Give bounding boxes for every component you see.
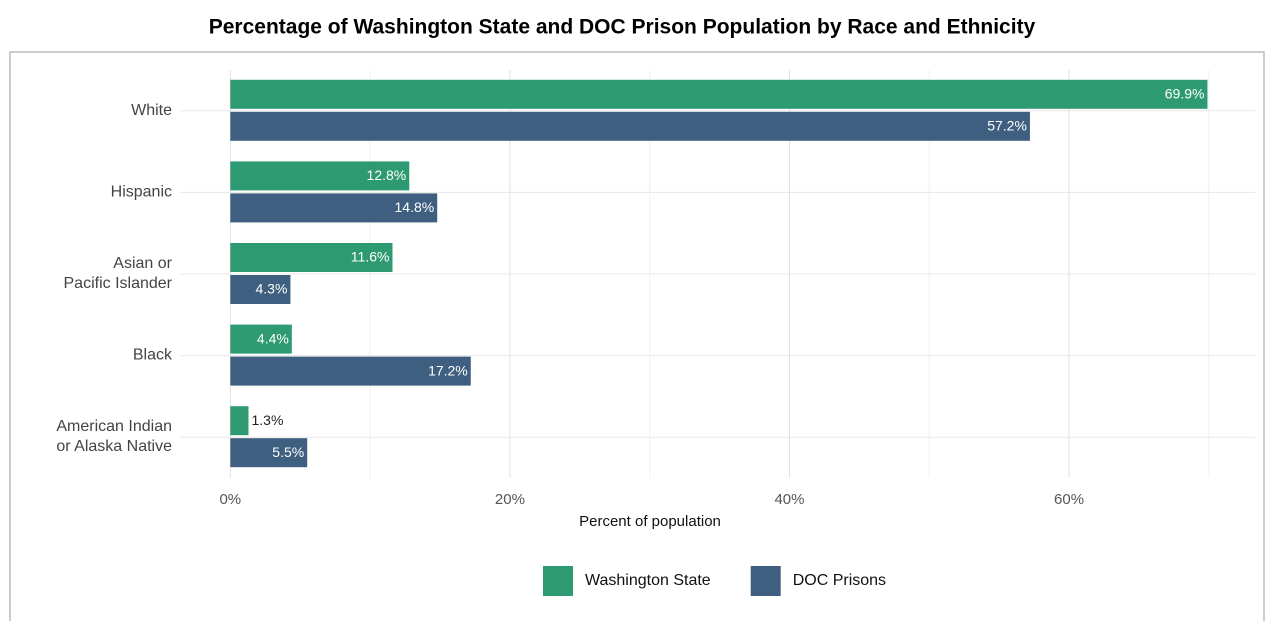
y-tick-label-line: Hispanic bbox=[111, 184, 172, 201]
data-label: 4.3% bbox=[256, 281, 288, 297]
bar bbox=[230, 79, 1208, 109]
data-label: 4.4% bbox=[257, 330, 289, 346]
y-tick-label: Black bbox=[133, 347, 173, 364]
data-label: 11.6% bbox=[351, 249, 390, 265]
bar bbox=[230, 243, 393, 272]
legend-swatch bbox=[750, 566, 781, 596]
y-tick-label-line: White bbox=[131, 102, 172, 119]
data-label: 14.8% bbox=[395, 199, 435, 215]
x-axis-title: Percent of population bbox=[579, 513, 721, 530]
data-label: 57.2% bbox=[987, 118, 1027, 134]
y-tick-label: White bbox=[131, 102, 172, 119]
y-tick-label-line: American Indian bbox=[56, 418, 172, 435]
data-label: 69.9% bbox=[1165, 86, 1205, 102]
legend-label: DOC Prisons bbox=[793, 572, 886, 589]
data-label: 5.5% bbox=[272, 444, 304, 460]
bar bbox=[230, 161, 410, 191]
data-label: 17.2% bbox=[428, 362, 468, 378]
y-tick-label: American Indian or Alaska Native bbox=[56, 418, 172, 455]
legend-label: Washington State bbox=[585, 572, 711, 589]
chart-title: Percentage of Washington State and DOC P… bbox=[209, 16, 1036, 39]
bar bbox=[230, 275, 291, 304]
data-label: 1.3% bbox=[251, 412, 283, 428]
y-tick-label: Asian or Pacific Islander bbox=[64, 255, 173, 292]
bar bbox=[230, 438, 308, 468]
x-tick-label: 20% bbox=[495, 491, 525, 508]
bar bbox=[230, 356, 471, 386]
y-tick-label-line: Black bbox=[133, 347, 173, 364]
bar bbox=[230, 111, 1030, 141]
x-tick-label: 40% bbox=[774, 491, 804, 508]
bar bbox=[230, 193, 438, 223]
x-tick-label: 0% bbox=[219, 491, 241, 508]
chart-frame bbox=[9, 51, 1265, 621]
bar bbox=[230, 406, 249, 436]
y-tick-label-line: or Alaska Native bbox=[56, 438, 172, 455]
x-tick-label: 60% bbox=[1054, 491, 1084, 508]
data-label: 12.8% bbox=[367, 167, 407, 183]
y-tick-label-line: Asian or bbox=[113, 255, 172, 272]
y-tick-label-line: Pacific Islander bbox=[64, 275, 173, 292]
y-tick-label: Hispanic bbox=[111, 184, 172, 201]
bar bbox=[230, 324, 292, 354]
legend-swatch bbox=[543, 566, 573, 596]
